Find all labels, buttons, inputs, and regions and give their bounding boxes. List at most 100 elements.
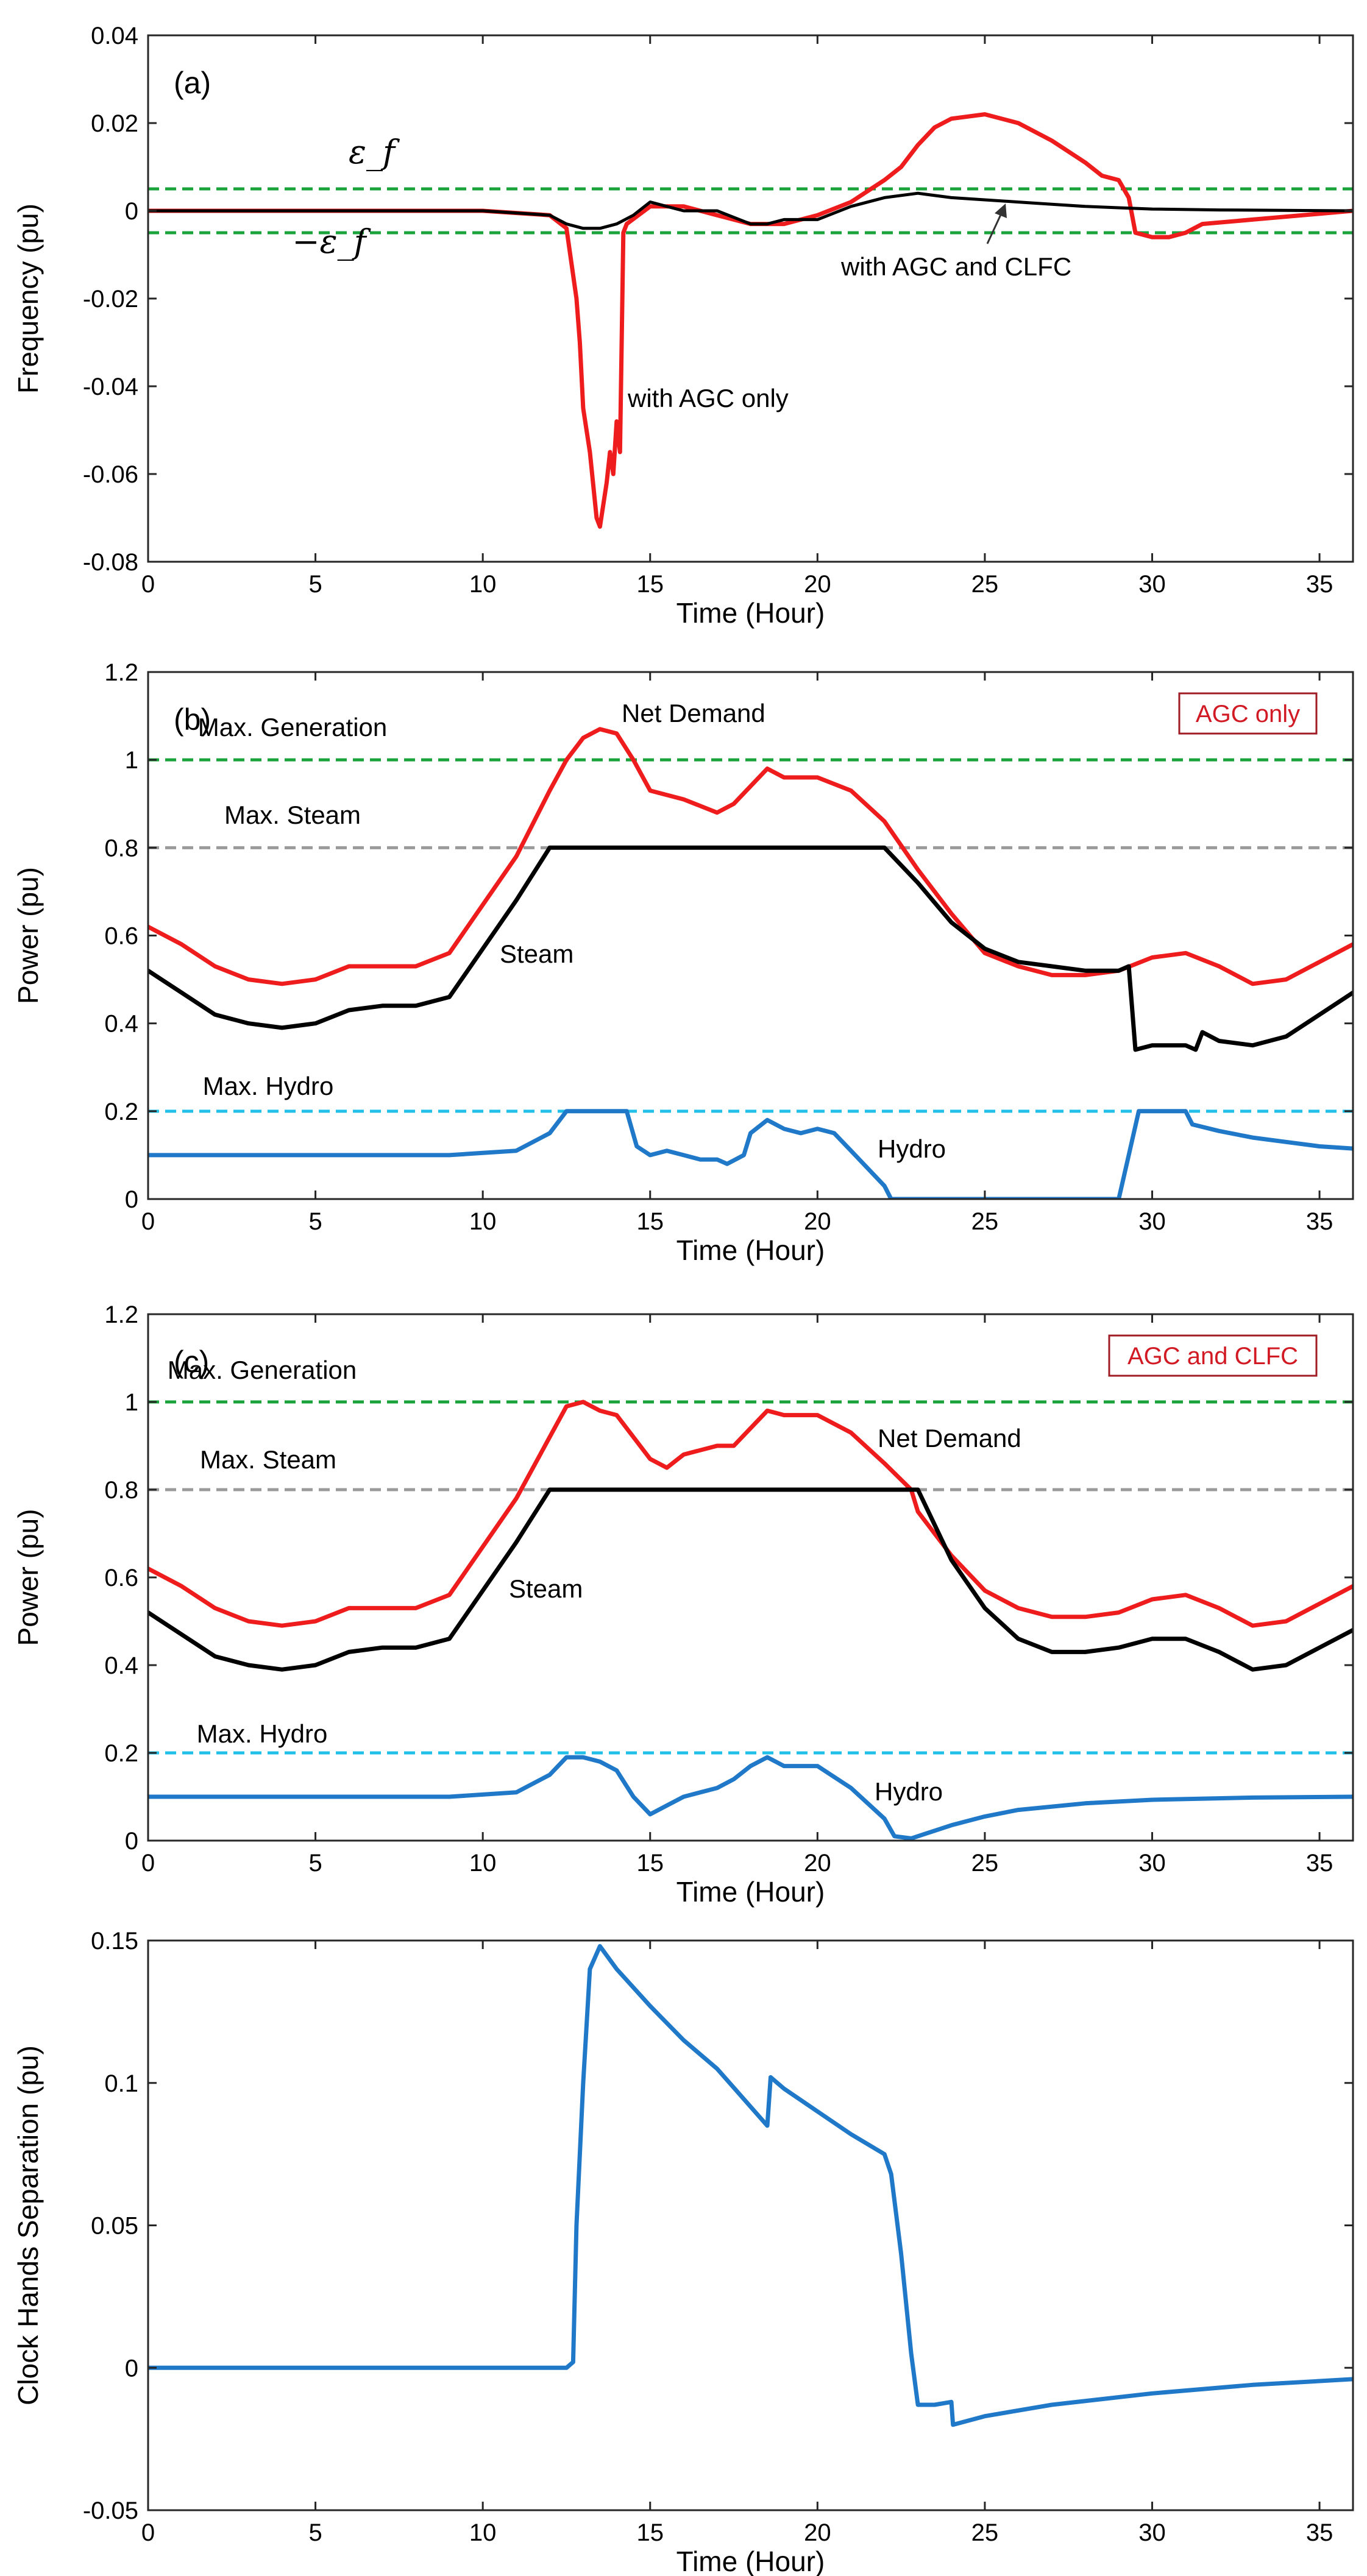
y-tick-label: 0.4 [104,1652,138,1679]
reference-label-1: Max. Steam [224,801,361,829]
y-tick-label: -0.08 [83,549,138,576]
series-label: Net Demand [878,1424,1021,1453]
axes-frame [147,1313,1354,1842]
y-tick-label: 1.2 [104,659,138,686]
x-tick-label: 20 [804,2519,831,2546]
series-line-with-agc-only [148,112,1353,529]
panel-tag: (a) [174,66,211,100]
y-tick-label: -0.05 [83,2497,138,2524]
y-tick-label: 0.4 [104,1011,138,1038]
series-group [148,1944,1353,2427]
x-axis-label: Time (Hour) [676,1876,825,1908]
x-tick-label: 30 [1138,2519,1166,2546]
series-label: Hydro [878,1134,946,1163]
y-tick-label: 0.04 [91,23,138,49]
reference-label-0: ε_f [349,133,400,171]
x-tick-label: 0 [141,1850,155,1877]
series-line-net-demand [148,727,1353,986]
y-axis-label: Clock Hands Separation (pu) [12,2045,44,2405]
x-tick-label: 30 [1138,1850,1166,1877]
x-tick-label: 35 [1306,571,1333,598]
y-tick-label: 0.15 [91,1928,138,1955]
series-line-with-agc-and-clfc [148,191,1353,230]
panel-a: 0 5 10 15 20 25 30 35 -0.08 -0.06 -0.04 -0.02 0 0.02 0… [12,23,1354,629]
x-tick-label: 5 [308,1850,322,1877]
series-label: Steam [509,1574,583,1603]
x-tick-label: 25 [971,571,999,598]
x-axis-label: Time (Hour) [676,2546,825,2576]
x-tick-label: 25 [971,2519,999,2546]
x-tick-label: 5 [308,2519,322,2546]
legend-box-label: AGC and CLFC [1127,1343,1298,1370]
y-tick-label: 0.2 [104,1099,138,1125]
x-tick-label: 0 [141,1208,155,1235]
y-tick-label: 0 [125,1828,138,1855]
x-tick-label: 5 [308,1208,322,1235]
y-tick-label: 0 [125,198,138,225]
x-tick-label: 35 [1306,1208,1333,1235]
x-tick-label: 0 [141,2519,155,2546]
axes-frame [147,34,1354,563]
x-axis-label: Time (Hour) [676,1234,825,1266]
series-line-net-demand [148,1399,1353,1628]
x-tick-label: 10 [469,571,497,598]
y-tick-label: 0.1 [104,2070,138,2097]
legend-box [1178,692,1318,735]
series-line-hydro [148,1109,1353,1199]
x-tick-label: 30 [1138,571,1166,598]
y-tick-label: 0 [125,1186,138,1213]
series-group [148,727,1353,1199]
series-line-hydro [148,1755,1353,1841]
y-tick-label: 0.8 [104,1477,138,1504]
y-tick-label: 0.6 [104,1565,138,1591]
x-tick-label: 20 [804,1850,831,1877]
y-tick-label: 1 [125,747,138,774]
y-axis-label: Power (pu) [12,1509,44,1646]
series-group [148,112,1353,529]
y-tick-label: 0.02 [91,110,138,137]
reference-label-1: −ε_f [292,222,371,261]
reference-label-2: Max. Hydro [197,1719,328,1748]
series-line-steam [148,1487,1353,1672]
panel-c: 0 5 10 15 20 25 30 35 0 0.2 0.4 0.6 0.8 1 1.2 Time (Hou… [12,1301,1354,1908]
arrow-head-icon [995,203,1007,218]
y-tick-label: 0 [125,2355,138,2382]
x-tick-label: 15 [637,2519,664,2546]
x-tick-label: 20 [804,1208,831,1235]
annotation-agc-only: with AGC only [627,384,789,412]
axes-frame [147,671,1354,1200]
x-tick-label: 0 [141,571,155,598]
x-tick-label: 20 [804,571,831,598]
x-tick-label: 15 [637,1208,664,1235]
x-tick-label: 35 [1306,2519,1333,2546]
reference-label-2: Max. Hydro [203,1072,334,1100]
y-tick-label: 1 [125,1389,138,1416]
y-tick-label: 0.6 [104,923,138,950]
series-label: Steam [500,939,573,968]
panel-b: 0 5 10 15 20 25 30 35 0 0.2 0.4 0.6 0.8 1 1.2 Time (Hou… [12,659,1354,1266]
x-tick-label: 15 [637,571,664,598]
y-tick-label: 0.8 [104,835,138,862]
series-group [148,1399,1353,1841]
x-tick-label: 15 [637,1850,664,1877]
series-label: Net Demand [622,699,765,727]
y-tick-label: 0.2 [104,1740,138,1767]
y-tick-label: -0.06 [83,461,138,488]
y-axis-label: Frequency (pu) [12,203,44,394]
panel-tag: (b) [174,702,211,737]
series-line-steam [148,845,1353,1052]
legend-box [1108,1334,1318,1377]
axes-frame [147,1939,1354,2511]
series-line-clock-hands [148,1944,1353,2427]
x-tick-label: 5 [308,571,322,598]
annotation-arrow [986,210,1004,244]
x-tick-label: 10 [469,2519,497,2546]
y-axis-label: Power (pu) [12,867,44,1004]
y-tick-label: 1.2 [104,1301,138,1328]
annotation-agc-clfc: with AGC and CLFC [840,252,1071,281]
legend-box-label: AGC only [1196,701,1300,727]
panel-tag: (c) [174,1345,209,1379]
reference-label-1: Max. Steam [200,1445,336,1474]
